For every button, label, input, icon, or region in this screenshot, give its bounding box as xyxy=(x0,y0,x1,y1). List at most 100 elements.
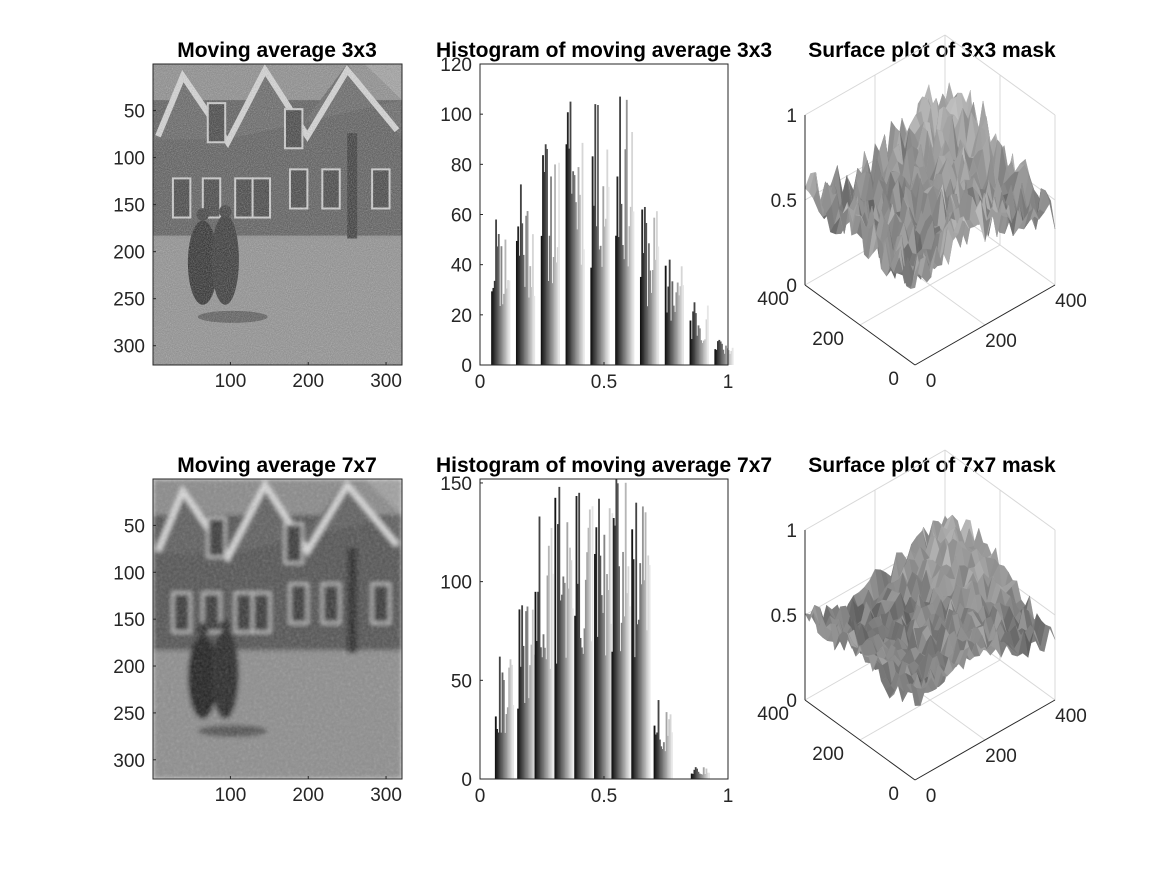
histogram-y-tick: 50 xyxy=(451,671,472,692)
histogram-bar xyxy=(646,306,649,365)
histogram-bar xyxy=(701,343,704,365)
histogram-bar xyxy=(599,555,602,779)
surface-y-tick: 200 xyxy=(812,744,844,765)
histogram-bar xyxy=(551,283,554,365)
histogram-bar xyxy=(660,746,663,779)
histogram-bar xyxy=(605,218,607,365)
histogram-bar xyxy=(653,217,656,365)
histogram-bar xyxy=(647,555,650,779)
histogram-bar xyxy=(547,280,550,365)
histogram-bar xyxy=(612,518,615,779)
image-x-tick: 300 xyxy=(370,371,402,392)
histogram-bar xyxy=(628,226,631,365)
histogram-bar xyxy=(600,595,603,779)
histogram-bar xyxy=(590,641,593,779)
histogram-bar xyxy=(558,486,561,779)
histogram-bar xyxy=(640,584,643,779)
surface-x-tick: 400 xyxy=(1055,291,1087,312)
image-ticks-3x3: 100 200 300 50 100 150 200 250 300 xyxy=(113,63,403,392)
histogram-bar xyxy=(526,211,529,365)
surface-x-tick: 200 xyxy=(985,331,1017,352)
surface-z-tick: 0 xyxy=(786,691,797,712)
histogram-bar xyxy=(569,547,571,779)
histogram-bar xyxy=(631,132,634,365)
image-panel-3x3: Moving average 3x3 100 200 300 50 100 150 200 2… xyxy=(113,39,403,392)
histogram-bar xyxy=(701,774,704,779)
histogram-bar xyxy=(657,700,660,779)
histogram-bar xyxy=(641,506,644,779)
histogram-bar xyxy=(693,302,696,365)
histogram-bar xyxy=(581,142,584,365)
image-y-tick: 200 xyxy=(113,243,145,264)
histogram-bar xyxy=(665,712,668,779)
histogram-bar xyxy=(694,313,697,365)
histogram-bar xyxy=(588,509,591,779)
histogram-bar xyxy=(644,512,647,779)
histogram-bar xyxy=(696,768,698,779)
histogram-bar xyxy=(582,249,585,365)
histogram-x-tick: 0.5 xyxy=(591,786,617,807)
histogram-bar xyxy=(658,739,661,779)
histogram-bar xyxy=(715,349,718,365)
histogram-x-tick: 0 xyxy=(475,786,486,807)
surface-y-tick: 200 xyxy=(812,329,844,350)
histogram-bar xyxy=(569,101,572,365)
histogram-bar xyxy=(555,663,558,779)
histogram-bar xyxy=(647,243,650,365)
histogram-bar xyxy=(570,193,573,365)
histogram-bar xyxy=(598,498,600,779)
histogram-bar xyxy=(590,267,593,365)
histogram-bar xyxy=(505,714,508,779)
histogram-bar xyxy=(714,349,717,365)
surface-y-tick: 400 xyxy=(757,289,789,310)
histogram-bar xyxy=(657,246,660,365)
histogram-bars-3x3 xyxy=(491,96,734,366)
histogram-bar xyxy=(639,563,642,779)
histogram-bar xyxy=(670,732,673,779)
histogram-bar xyxy=(527,297,530,365)
histogram-x-tick: 1 xyxy=(723,372,734,393)
histogram-y-tick: 20 xyxy=(451,306,472,327)
histogram-bar xyxy=(722,349,725,365)
histogram-bar xyxy=(537,591,540,779)
histogram-bar xyxy=(554,497,557,779)
histogram-bar xyxy=(648,565,651,779)
surface-z-tick: 0.5 xyxy=(771,606,797,627)
surface-z-tick: 1 xyxy=(786,106,797,127)
histogram-bar xyxy=(616,483,619,779)
histogram-bar xyxy=(620,203,623,365)
histogram-bar xyxy=(519,184,522,365)
image-panel-7x7: Moving average 7x7 100 200 300 50 100 150 200 2… xyxy=(113,454,403,806)
histogram-bar xyxy=(624,482,627,779)
histogram-bar xyxy=(606,574,608,779)
histogram-bar xyxy=(622,551,624,779)
histogram-bar xyxy=(542,634,545,779)
histogram-bar xyxy=(568,148,571,365)
histogram-bar xyxy=(533,654,536,779)
histogram-bar xyxy=(544,144,547,365)
surface-panel-7x7: Surface plot of 7x7 mask 00.510200400020… xyxy=(757,449,1087,807)
histogram-bar xyxy=(704,774,706,779)
histogram-bar xyxy=(541,657,544,779)
image-y-tick: 300 xyxy=(113,751,145,772)
histogram-bar xyxy=(567,588,570,779)
histogram-bar xyxy=(506,707,509,779)
histogram-bar xyxy=(717,341,719,365)
histogram-bar xyxy=(593,205,595,365)
histogram-bar xyxy=(583,628,586,779)
histogram-bar xyxy=(575,496,578,779)
histogram-bar xyxy=(530,287,533,365)
histogram-bar xyxy=(650,292,653,365)
histogram-bars-7x7 xyxy=(494,479,710,779)
histogram-bar xyxy=(664,751,667,779)
surface-x-tick: 400 xyxy=(1055,706,1087,727)
histogram-bar xyxy=(645,630,648,779)
histogram-bar xyxy=(635,502,638,779)
histogram-bar xyxy=(628,606,631,779)
histogram-bar xyxy=(594,553,596,779)
surface-y-tick: 0 xyxy=(888,784,899,805)
histogram-bar xyxy=(574,202,577,365)
histogram-bar xyxy=(698,328,701,365)
histogram-bar xyxy=(531,234,534,365)
histogram-bar xyxy=(586,552,589,779)
